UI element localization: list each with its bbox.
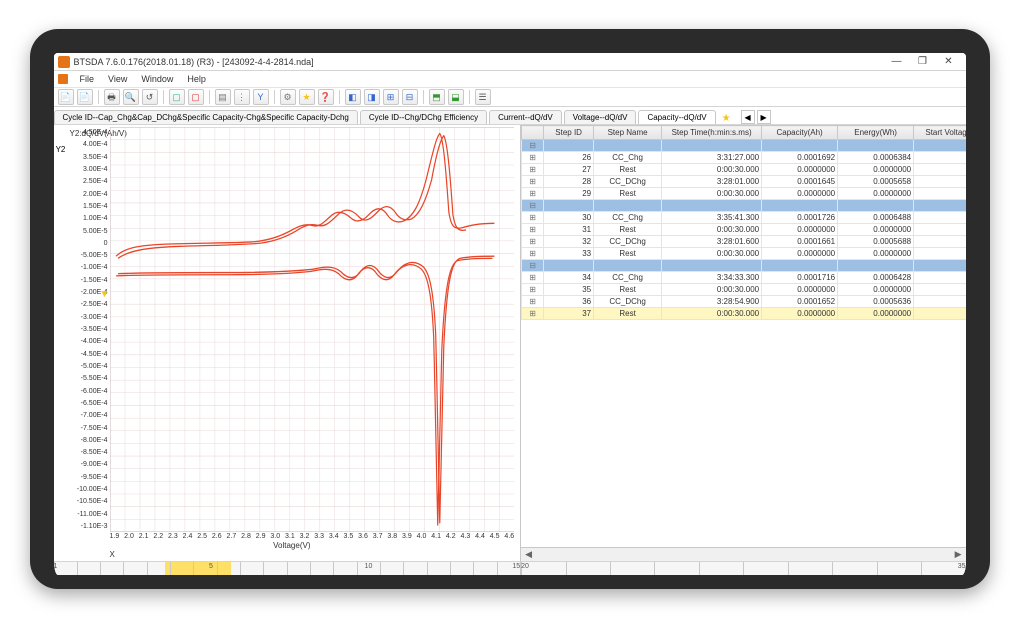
toolbar: 📄📄 🖶🔍↺ ▢▢ ▤⋮Y ⚙★❓ ◧◨⊞⊟ ⬒⬓ ☰ — [54, 87, 966, 107]
toolbar-button[interactable]: ◧ — [345, 89, 361, 105]
toolbar-button[interactable]: 📄 — [77, 89, 93, 105]
tab-cap[interactable]: Cycle ID--Cap_Chg&Cap_DChg&Specific Capa… — [54, 110, 358, 124]
menu-window[interactable]: Window — [135, 74, 179, 84]
column-header[interactable]: Start Voltage(V) — [914, 126, 966, 140]
table-row[interactable]: ⊞27Rest0:00:30.0000.00000000.00000004.49… — [522, 164, 966, 176]
tab-current-dqdv[interactable]: Current--dQ/dV — [489, 110, 562, 124]
table-row[interactable]: ⊞33Rest0:00:30.0000.00000000.00000002.03… — [522, 248, 966, 260]
table-row[interactable]: ⊞35Rest0:00:30.0000.00000000.00000004.49… — [522, 284, 966, 296]
column-header[interactable]: Energy(Wh) — [838, 126, 914, 140]
column-header[interactable]: Step Name — [594, 126, 662, 140]
cycle-group-row[interactable]: ⊟ — [522, 200, 966, 212]
app-window: BTSDA 7.6.0.176(2018.01.18) (R3) - [2430… — [54, 53, 966, 575]
tab-voltage-dqdv[interactable]: Voltage--dQ/dV — [564, 110, 637, 124]
cursor-marker-icon: ▼ — [100, 289, 110, 300]
cycle-group-row[interactable]: ⊟ — [522, 260, 966, 272]
toolbar-button[interactable]: ⬓ — [448, 89, 464, 105]
toolbar-button[interactable]: ⋮ — [234, 89, 250, 105]
column-header[interactable]: Step Time(h:min:s.ms) — [662, 126, 762, 140]
title-bar[interactable]: BTSDA 7.6.0.176(2018.01.18) (R3) - [2430… — [54, 53, 966, 71]
app-icon — [58, 56, 70, 68]
table-row[interactable]: ⊞34CC_Chg3:34:33.3000.00017160.00064282.… — [522, 272, 966, 284]
toolbar-button[interactable]: ★ — [299, 89, 315, 105]
tab-capacity-dqdv[interactable]: Capacity--dQ/dV — [638, 110, 715, 124]
toolbar-button[interactable]: ❓ — [318, 89, 334, 105]
data-table-panel: Step IDStep NameStep Time(h:min:s.ms)Cap… — [521, 125, 965, 575]
toolbar-button[interactable]: ⬒ — [429, 89, 445, 105]
column-header[interactable]: Step ID — [544, 126, 594, 140]
table-row[interactable]: ⊞28CC_DChg3:28:01.0000.00016450.00056584… — [522, 176, 966, 188]
table-row[interactable]: ⊞30CC_Chg3:35:41.3000.00017260.00064882.… — [522, 212, 966, 224]
table-row[interactable]: ⊞31Rest0:00:30.0000.00000000.00000004.49… — [522, 224, 966, 236]
tabs-prev-button[interactable]: ◀ — [741, 110, 755, 124]
toolbar-button[interactable]: ◨ — [364, 89, 380, 105]
table-row[interactable]: ⊞26CC_Chg3:31:27.0000.00016920.00063842.… — [522, 152, 966, 164]
plot-area[interactable]: ▼ — [110, 127, 515, 532]
menu-file[interactable]: File — [74, 74, 101, 84]
column-header[interactable] — [522, 126, 544, 140]
table-row[interactable]: ⊞37Rest0:00:30.0000.00000000.00000002.03… — [522, 308, 966, 320]
menu-view[interactable]: View — [102, 74, 133, 84]
cycle-group-row[interactable]: ⊟ — [522, 140, 966, 152]
table-hscrollbar[interactable]: ◀ ▶ — [521, 547, 965, 561]
table-ruler[interactable]: 2035 — [521, 561, 965, 575]
y-axis-ticks: 4.50E-44.00E-43.50E-43.00E-42.50E-42.00E… — [70, 127, 110, 532]
toolbar-button[interactable]: ▤ — [215, 89, 231, 105]
x-short-label: X — [70, 550, 515, 559]
table-row[interactable]: ⊞36CC_DChg3:28:54.9000.00016520.00056364… — [522, 296, 966, 308]
table-scroll[interactable]: Step IDStep NameStep Time(h:min:s.ms)Cap… — [521, 125, 965, 547]
table-header-row: Step IDStep NameStep Time(h:min:s.ms)Cap… — [522, 126, 966, 140]
tab-eff[interactable]: Cycle ID--Chg/DChg Efficiency — [360, 110, 487, 124]
scroll-right-icon[interactable]: ▶ — [955, 549, 962, 560]
step-data-table: Step IDStep NameStep Time(h:min:s.ms)Cap… — [521, 125, 965, 320]
toolbar-button[interactable]: 📄 — [58, 89, 74, 105]
chart-tab-bar: Cycle ID--Cap_Chg&Cap_DChg&Specific Capa… — [54, 107, 966, 125]
toolbar-button[interactable]: ☰ — [475, 89, 491, 105]
toolbar-button[interactable]: Y — [253, 89, 269, 105]
menu-bar: File View Window Help — [54, 71, 966, 87]
toolbar-button[interactable]: ▢ — [188, 89, 204, 105]
close-button[interactable]: ✕ — [936, 53, 962, 70]
chart-x-axis-title: Voltage(V) — [273, 541, 310, 550]
table-row[interactable]: ⊞29Rest0:00:30.0000.00000000.00000002.03… — [522, 188, 966, 200]
toolbar-button[interactable]: ⊞ — [383, 89, 399, 105]
toolbar-button[interactable]: ↺ — [142, 89, 158, 105]
column-header[interactable]: Capacity(Ah) — [762, 126, 838, 140]
y2-short-label: Y2 — [54, 125, 68, 561]
toolbar-button[interactable]: ⊟ — [402, 89, 418, 105]
chart-container: Y2:dQ/dV(Ah/V) Y2 4.50E-44.00E-43.50E-43… — [54, 125, 521, 561]
x-axis-ticks: 1.92.02.12.22.32.42.52.62.72.82.93.03.13… — [70, 532, 515, 540]
doc-icon — [58, 74, 68, 84]
chart-panel: Y2:dQ/dV(Ah/V) Y2 4.50E-44.00E-43.50E-43… — [54, 125, 522, 575]
minimize-button[interactable]: — — [884, 53, 910, 70]
maximize-button[interactable]: ❐ — [910, 53, 936, 70]
chart-ruler[interactable]: 151015 — [54, 561, 521, 575]
table-row[interactable]: ⊞32CC_DChg3:28:01.6000.00016610.00056884… — [522, 236, 966, 248]
workarea: Y2:dQ/dV(Ah/V) Y2 4.50E-44.00E-43.50E-43… — [54, 125, 966, 575]
tabs-next-button[interactable]: ▶ — [757, 110, 771, 124]
toolbar-button[interactable]: ⚙ — [280, 89, 296, 105]
scroll-left-icon[interactable]: ◀ — [525, 549, 532, 560]
window-title: BTSDA 7.6.0.176(2018.01.18) (R3) - [2430… — [74, 57, 314, 67]
toolbar-button[interactable]: 🔍 — [123, 89, 139, 105]
toolbar-button[interactable]: 🖶 — [104, 89, 120, 105]
toolbar-button[interactable]: ▢ — [169, 89, 185, 105]
menu-help[interactable]: Help — [181, 74, 212, 84]
favorite-tab-icon[interactable]: ★ — [718, 113, 735, 124]
